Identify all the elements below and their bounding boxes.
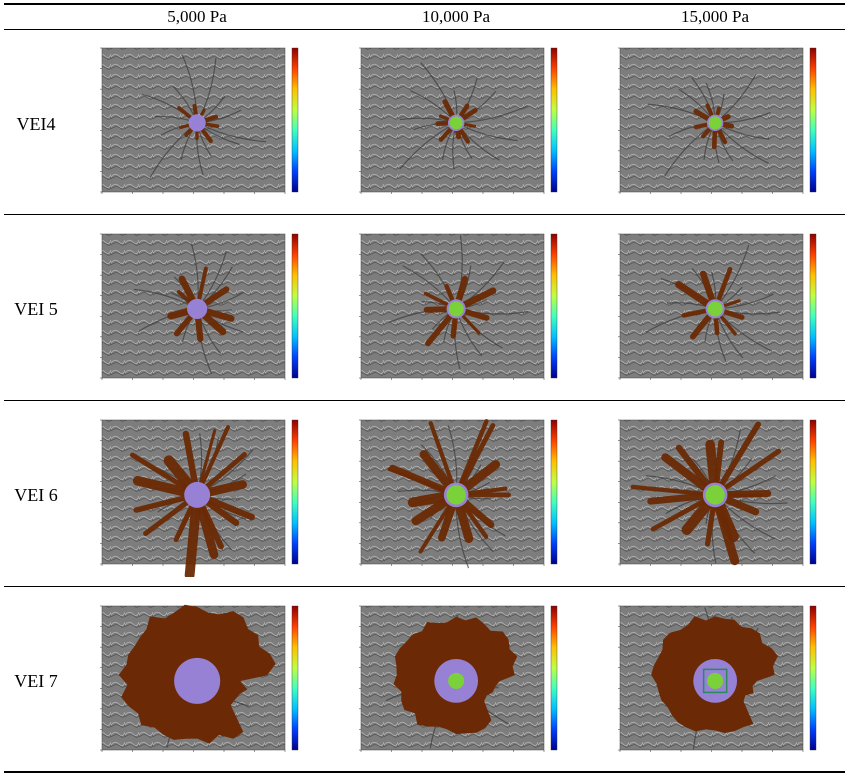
colorbar [809, 605, 817, 751]
row-label-vei4: VEI4 [16, 114, 56, 134]
row-rule-2 [4, 400, 845, 401]
vent-core [187, 298, 208, 319]
vent-core [443, 482, 469, 508]
column-header-15000: 15,000 Pa [681, 7, 749, 26]
map-panel-r4-c3 [615, 598, 825, 763]
colorbar [291, 419, 299, 565]
map-panel-r1-c3 [615, 40, 825, 205]
map-panel-r2-c1 [97, 226, 307, 391]
row-rule-3 [4, 586, 845, 587]
vent-core [706, 114, 724, 132]
colorbar [809, 419, 817, 565]
vent-core [446, 299, 466, 319]
map-panel-r2-c3 [615, 226, 825, 391]
vent-core [434, 658, 479, 703]
row-rule-1 [4, 214, 845, 215]
column-header-10000: 10,000 Pa [422, 7, 490, 26]
row-label-vei6: VEI 6 [14, 485, 58, 505]
vent-core [702, 482, 728, 508]
map-panel-r4-c1 [97, 598, 307, 763]
colorbar [550, 419, 558, 565]
colorbar [809, 233, 817, 379]
vent-core [174, 657, 221, 704]
colorbar [291, 605, 299, 751]
colorbar [291, 47, 299, 193]
vent-core [705, 299, 725, 319]
map-panel-r1-c2 [356, 40, 566, 205]
row-label-vei5: VEI 5 [14, 299, 58, 319]
vent-core [693, 658, 738, 703]
vent-core [447, 114, 465, 132]
map-panel-r3-c2 [356, 412, 566, 577]
vent-core [184, 481, 211, 508]
flow-deposit [387, 419, 511, 554]
map-panel-r1-c1 [97, 40, 307, 205]
vent-core [188, 114, 206, 132]
map-panel-r3-c3 [615, 412, 825, 577]
table-bottom-rule [4, 771, 845, 773]
table-top-rule [4, 3, 845, 5]
map-panel-r4-c2 [356, 598, 566, 763]
colorbar [291, 233, 299, 379]
colorbar [550, 47, 558, 193]
colorbar [550, 233, 558, 379]
colorbar [550, 605, 558, 751]
row-label-vei7: VEI 7 [14, 671, 58, 691]
colorbar [809, 47, 817, 193]
map-panel-r3-c1 [97, 412, 307, 577]
map-panel-r2-c2 [356, 226, 566, 391]
column-header-5000: 5,000 Pa [167, 7, 227, 26]
header-rule [4, 29, 845, 30]
